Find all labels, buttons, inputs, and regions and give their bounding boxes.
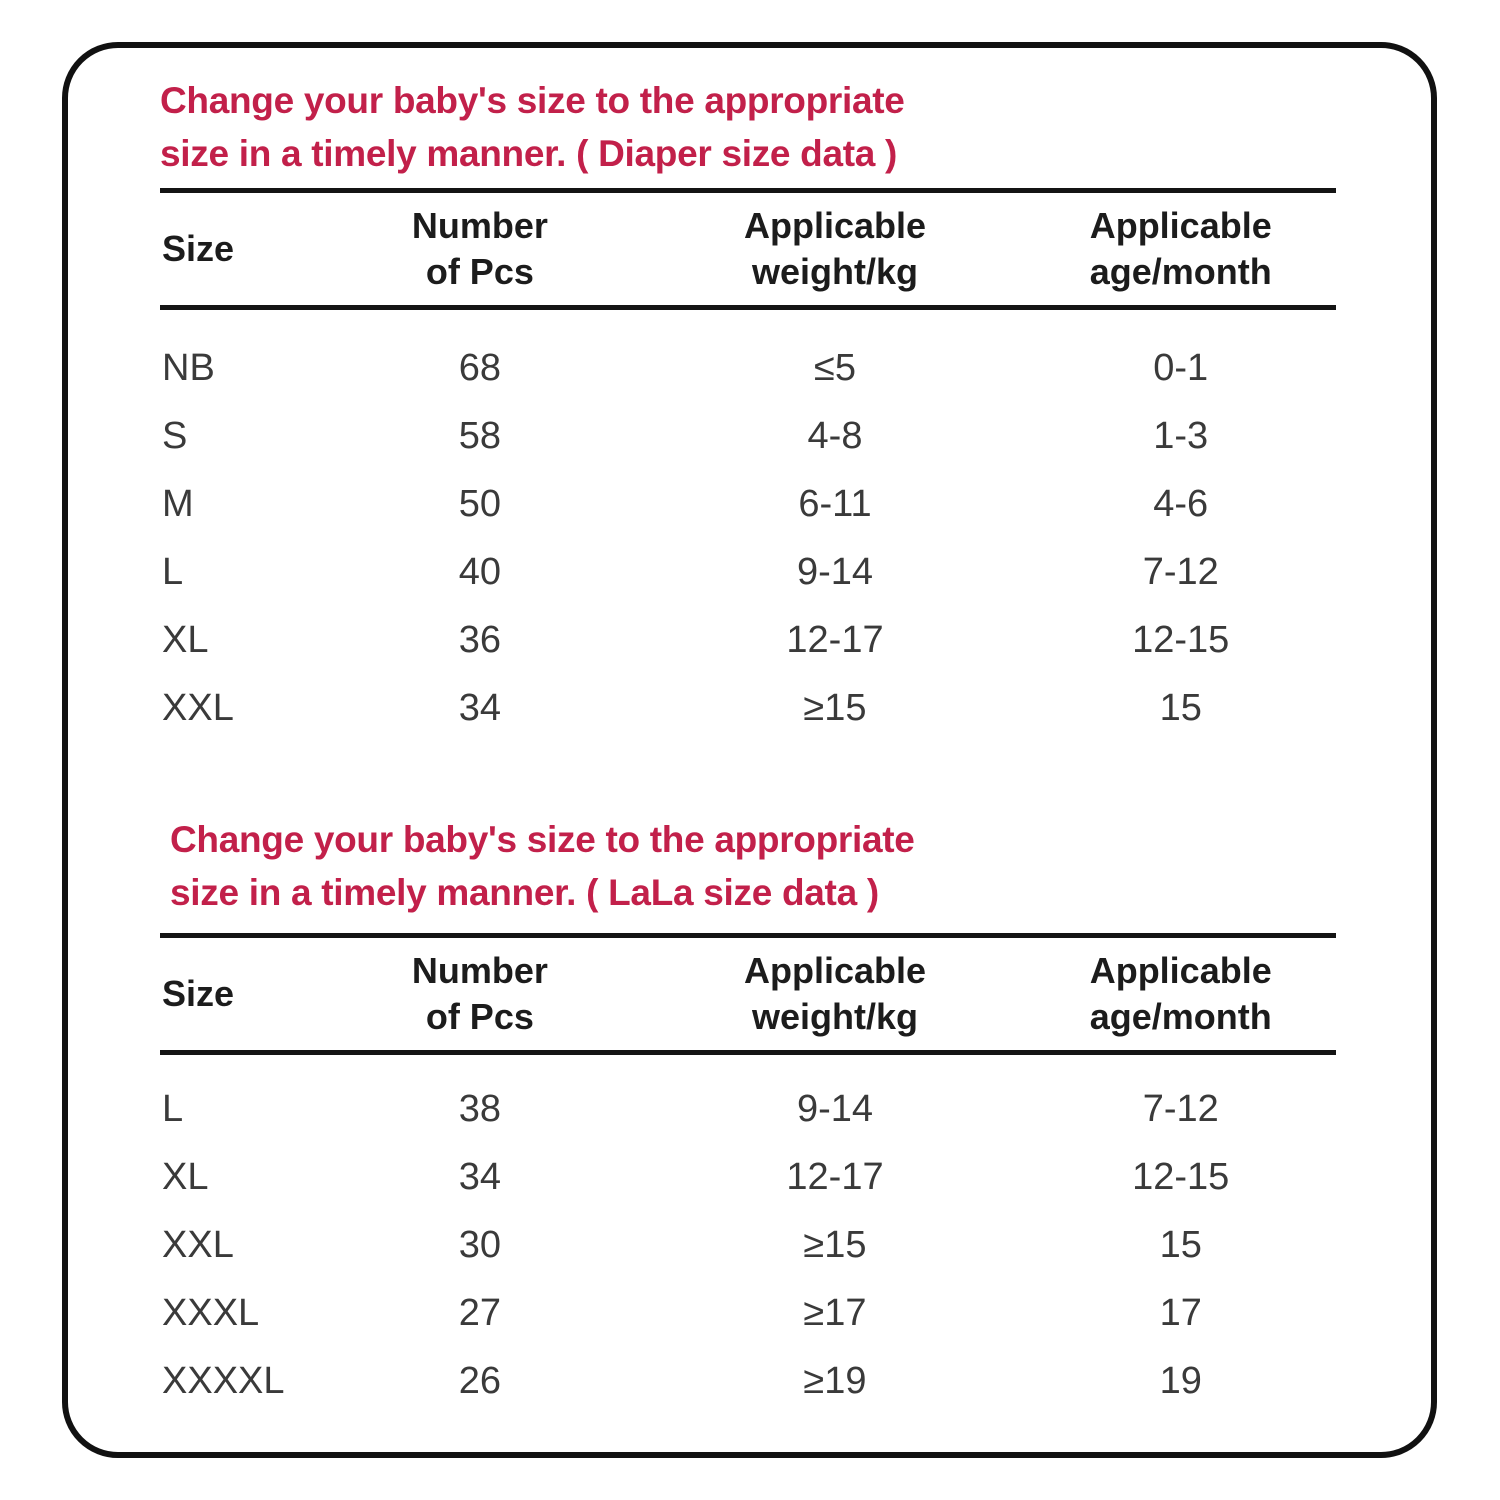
cell-weight: ≥17 <box>803 1291 867 1334</box>
header-cell-pcs: Number of Pcs <box>315 203 644 295</box>
cell-pcs: 26 <box>458 1359 501 1402</box>
diaper-section-title: Change your baby's size to the appropria… <box>160 74 1339 180</box>
cell-age: 15 <box>1159 686 1202 729</box>
table-row: XL 34 12-17 12-15 <box>160 1143 1336 1211</box>
lala-section-title: Change your baby's size to the appropria… <box>170 813 1339 919</box>
cell-size: XXL <box>162 686 234 729</box>
cell-age: 17 <box>1159 1291 1202 1334</box>
cell-pcs: 50 <box>458 482 501 525</box>
table-row: M 50 6-11 4-6 <box>160 470 1336 538</box>
cell-weight: ≥15 <box>803 686 867 729</box>
table-row: XXXXL 26 ≥19 19 <box>160 1347 1336 1415</box>
cell-weight: 4-8 <box>807 414 863 457</box>
lala-title-line2: size in a timely manner. ( LaLa size dat… <box>170 872 879 913</box>
cell-pcs: 68 <box>458 346 501 389</box>
cell-age: 12-15 <box>1132 1155 1230 1198</box>
table-row: XXXL 27 ≥17 17 <box>160 1279 1336 1347</box>
table-row: L 40 9-14 7-12 <box>160 538 1336 606</box>
cell-size: XXXXL <box>162 1359 285 1402</box>
table-row: NB 68 ≤5 0-1 <box>160 334 1336 402</box>
header-pcs-line1: Number <box>411 205 548 246</box>
cell-weight: 12-17 <box>786 618 884 661</box>
cell-pcs: 34 <box>458 1155 501 1198</box>
diaper-title-line2: size in a timely manner. ( Diaper size d… <box>160 133 898 174</box>
cell-pcs: 36 <box>458 618 501 661</box>
header-cell-pcs: Number of Pcs <box>315 948 644 1040</box>
header-weight-line1: Applicable <box>743 950 927 991</box>
diaper-table-header-row: Size Number of Pcs Applicable weight/kg … <box>160 193 1336 310</box>
cell-size: S <box>162 414 188 457</box>
cell-age: 12-15 <box>1132 618 1230 661</box>
cell-pcs: 38 <box>458 1087 501 1130</box>
cell-pcs: 27 <box>458 1291 501 1334</box>
cell-weight: 6-11 <box>798 482 872 525</box>
cell-size: XXXL <box>162 1291 260 1334</box>
table-row: XXL 34 ≥15 15 <box>160 674 1336 742</box>
table-row: XXL 30 ≥15 15 <box>160 1211 1336 1279</box>
cell-age: 15 <box>1159 1223 1202 1266</box>
cell-pcs: 34 <box>458 686 501 729</box>
cell-size: XL <box>162 618 209 661</box>
cell-pcs: 40 <box>458 550 501 593</box>
table-row: L 38 9-14 7-12 <box>160 1075 1336 1143</box>
cell-age: 7-12 <box>1142 550 1219 593</box>
cell-size: NB <box>162 346 215 389</box>
cell-age: 4-6 <box>1153 482 1209 525</box>
header-cell-weight: Applicable weight/kg <box>644 948 1025 1040</box>
cell-age: 1-3 <box>1153 414 1209 457</box>
header-age-line1: Applicable <box>1089 205 1272 246</box>
section-diaper-size: Change your baby's size to the appropria… <box>160 74 1339 742</box>
section-lala-size: Change your baby's size to the appropria… <box>160 813 1339 1415</box>
header-cell-size: Size <box>162 973 235 1014</box>
cell-size: XL <box>162 1155 209 1198</box>
diaper-title-line1: Change your baby's size to the appropria… <box>160 80 905 121</box>
cell-weight: ≥15 <box>803 1223 867 1266</box>
card-content: Change your baby's size to the appropria… <box>68 48 1431 1415</box>
cell-size: L <box>162 1087 184 1130</box>
cell-pcs: 30 <box>458 1223 501 1266</box>
cell-age: 19 <box>1159 1359 1202 1402</box>
header-age-line1: Applicable <box>1089 950 1272 991</box>
cell-age: 7-12 <box>1142 1087 1219 1130</box>
cell-size: XXL <box>162 1223 234 1266</box>
diaper-table-body: NB 68 ≤5 0-1 S 58 4-8 1-3 M <box>160 310 1336 742</box>
cell-weight: ≤5 <box>813 346 856 389</box>
table-row: S 58 4-8 1-3 <box>160 402 1336 470</box>
header-pcs-line2: of Pcs <box>425 996 534 1037</box>
cell-size: M <box>162 482 194 525</box>
header-weight-line2: weight/kg <box>751 996 918 1037</box>
lala-table-header-row: Size Number of Pcs Applicable weight/kg … <box>160 938 1336 1055</box>
size-info-card: Change your baby's size to the appropria… <box>62 42 1437 1458</box>
table-row: XL 36 12-17 12-15 <box>160 606 1336 674</box>
header-weight-line2: weight/kg <box>751 251 918 292</box>
cell-weight: 12-17 <box>786 1155 884 1198</box>
lala-table-body: L 38 9-14 7-12 XL 34 12-17 12-15 XXL <box>160 1055 1336 1415</box>
header-pcs-line1: Number <box>411 950 548 991</box>
cell-pcs: 58 <box>458 414 501 457</box>
header-pcs-line2: of Pcs <box>425 251 534 292</box>
header-weight-line1: Applicable <box>743 205 927 246</box>
cell-weight: 9-14 <box>796 1087 874 1130</box>
header-cell-size: Size <box>162 228 235 269</box>
lala-title-line1: Change your baby's size to the appropria… <box>170 819 915 860</box>
diaper-size-table: Size Number of Pcs Applicable weight/kg … <box>160 188 1336 742</box>
header-age-line2: age/month <box>1089 996 1272 1037</box>
header-cell-age: Applicable age/month <box>1026 203 1336 295</box>
cell-size: L <box>162 550 184 593</box>
cell-age: 0-1 <box>1153 346 1209 389</box>
header-age-line2: age/month <box>1089 251 1272 292</box>
cell-weight: ≥19 <box>803 1359 867 1402</box>
header-cell-weight: Applicable weight/kg <box>644 203 1025 295</box>
lala-size-table: Size Number of Pcs Applicable weight/kg … <box>160 933 1336 1415</box>
header-cell-age: Applicable age/month <box>1026 948 1336 1040</box>
cell-weight: 9-14 <box>796 550 874 593</box>
